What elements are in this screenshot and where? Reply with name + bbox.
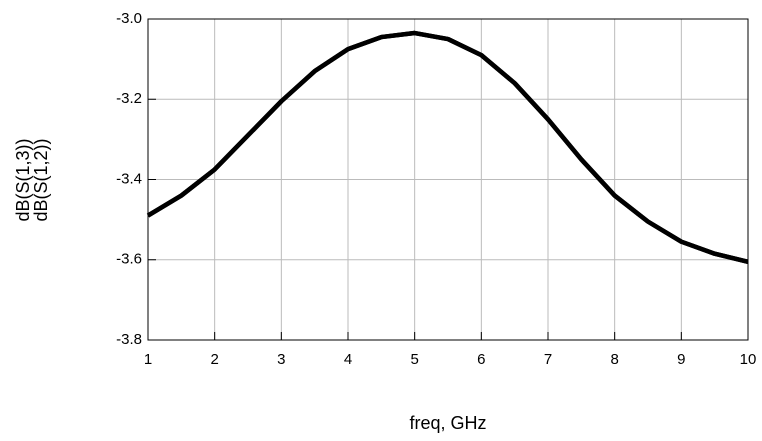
y-tick-label: -3.2 xyxy=(116,90,142,107)
x-tick-label: 4 xyxy=(344,351,352,368)
x-tick-label: 2 xyxy=(210,351,218,368)
data-line xyxy=(146,30,749,264)
x-tick-label: 10 xyxy=(740,351,757,368)
x-tick-label: 5 xyxy=(410,351,418,368)
y-tick-label: -3.6 xyxy=(116,251,142,268)
x-tick-label: 6 xyxy=(477,351,485,368)
x-axis-label: freq, GHz xyxy=(409,413,486,433)
y-tick-label: -3.4 xyxy=(116,170,142,187)
x-tick-label: 7 xyxy=(544,351,552,368)
x-tick-label: 8 xyxy=(610,351,618,368)
y-tick-label: -3.0 xyxy=(116,10,142,27)
x-tick-label: 9 xyxy=(677,351,685,368)
plot-frame xyxy=(147,18,749,341)
y-axis-label: dB(S(1,3)) xyxy=(13,138,33,221)
x-tick-label: 1 xyxy=(144,351,152,368)
y-tick-label: -3.8 xyxy=(116,331,142,348)
y-axis-label: dB(S(1,2)) xyxy=(31,138,51,221)
x-tick-label: 3 xyxy=(277,351,285,368)
